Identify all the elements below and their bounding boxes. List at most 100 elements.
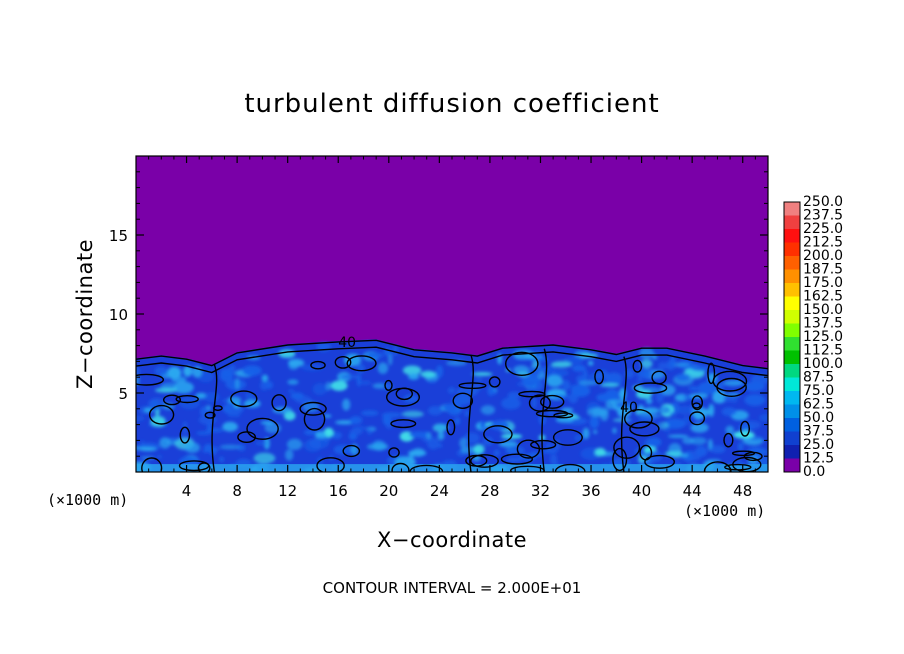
turbulence-blob bbox=[402, 410, 424, 418]
plume-contour bbox=[468, 354, 474, 472]
colorbar-label: 75.0 bbox=[803, 383, 834, 399]
contour-loop bbox=[552, 429, 583, 446]
contour-loop bbox=[553, 412, 574, 419]
contour-loop bbox=[651, 370, 667, 385]
contour-loop bbox=[740, 420, 751, 437]
turbulence-blob bbox=[159, 437, 171, 449]
turbulence-blob bbox=[664, 418, 686, 429]
turbulence-blob bbox=[744, 394, 766, 406]
contour-loop bbox=[388, 447, 400, 458]
colorbar: 250.0237.5225.0212.5200.0187.5175.0162.5… bbox=[783, 194, 843, 480]
colorbar-swatch bbox=[784, 269, 800, 284]
colorbar-swatch bbox=[784, 337, 800, 351]
contour-loop bbox=[691, 395, 704, 411]
turbulence-blob bbox=[366, 443, 389, 451]
turbulence-blob bbox=[659, 405, 671, 415]
turbulence-blob bbox=[471, 372, 493, 376]
contour-loop bbox=[310, 360, 326, 370]
turbulence-blob bbox=[207, 421, 212, 435]
contour-loop bbox=[594, 369, 604, 385]
colorbar-label: 200.0 bbox=[803, 248, 843, 264]
turbulence-blob bbox=[393, 345, 398, 357]
turbulence-blob bbox=[551, 369, 569, 377]
chart-title: turbulent diffusion coefficient bbox=[244, 89, 659, 119]
turbulence-blob bbox=[659, 384, 676, 396]
contour-loop bbox=[299, 401, 327, 416]
turbulence-blob bbox=[637, 404, 644, 411]
contour-loop bbox=[409, 464, 444, 472]
turbulence-blob bbox=[360, 410, 379, 416]
x-tick-label: 4 bbox=[182, 482, 192, 500]
turbulence-blob bbox=[605, 399, 617, 410]
contour-loop bbox=[530, 439, 557, 450]
turbulence-blob bbox=[136, 415, 145, 422]
contour-loop bbox=[346, 355, 377, 372]
colorbar-label: 212.5 bbox=[803, 235, 843, 251]
contour-loop bbox=[197, 462, 211, 472]
turbulence-blob bbox=[331, 431, 342, 440]
y-tick-label: 5 bbox=[118, 385, 128, 403]
turbulence-blob bbox=[655, 390, 664, 404]
turbulence-blob bbox=[541, 448, 558, 454]
turbulence-blob bbox=[636, 412, 651, 418]
turbulence-blob bbox=[295, 395, 312, 404]
colorbar-swatch bbox=[784, 391, 800, 405]
surface-band bbox=[136, 464, 768, 472]
turbulence-blob bbox=[350, 417, 358, 424]
x-tick-label: 8 bbox=[232, 482, 242, 500]
contour-interval-note: CONTOUR INTERVAL = 2.000E+01 bbox=[323, 579, 582, 597]
turbulence-blob bbox=[642, 368, 652, 380]
turbulence-blob bbox=[195, 392, 207, 399]
turbulence-blob bbox=[286, 438, 303, 450]
turbulence-blob bbox=[359, 380, 372, 385]
colorbar-label: 25.0 bbox=[803, 437, 834, 453]
contour-loop bbox=[689, 411, 706, 426]
x-tick-label: 12 bbox=[278, 482, 297, 500]
colorbar-swatch bbox=[784, 364, 800, 378]
y-tick-label: 15 bbox=[109, 227, 128, 245]
turbulence-blob bbox=[555, 416, 574, 423]
colorbar-swatch bbox=[784, 377, 800, 392]
x-tick-label: 32 bbox=[531, 482, 550, 500]
turbulence-blob bbox=[480, 405, 495, 415]
turbulence-blob bbox=[640, 359, 653, 369]
turbulence-blob bbox=[463, 432, 480, 444]
contour-loop bbox=[483, 425, 513, 444]
turbulence-blob bbox=[755, 456, 768, 467]
x-unit-right: (×1000 m) bbox=[684, 502, 765, 520]
turbulence-blob bbox=[678, 453, 689, 457]
contour-loop bbox=[504, 351, 539, 376]
plume-contour bbox=[541, 348, 548, 472]
turbulence-blob bbox=[156, 454, 163, 459]
colorbar-frame bbox=[783, 201, 801, 473]
turbulence-blob bbox=[571, 384, 591, 397]
contour-loop bbox=[179, 426, 191, 444]
y-ticks: 5 10 15 bbox=[109, 171, 768, 457]
turbulence-blob bbox=[443, 403, 459, 412]
turbulence-blob bbox=[184, 442, 200, 453]
turbulence-blob bbox=[377, 362, 389, 375]
contour-label: 40 bbox=[338, 335, 356, 351]
turbulence-blob bbox=[562, 379, 571, 391]
turbulence-blob bbox=[342, 398, 351, 411]
turbulence-blob bbox=[737, 442, 744, 452]
x-tick-label: 36 bbox=[581, 482, 600, 500]
contour-loop bbox=[395, 387, 413, 401]
colorbar-label: 237.5 bbox=[803, 208, 843, 224]
turbulence-blob bbox=[330, 380, 348, 391]
turbulence-blob bbox=[408, 373, 420, 380]
contour-loop bbox=[141, 457, 163, 472]
colorbar-label: 100.0 bbox=[803, 356, 843, 372]
turbulence-blob bbox=[255, 441, 268, 445]
turbulence-blob bbox=[222, 421, 238, 432]
turbulence-blob bbox=[283, 410, 296, 421]
colorbar-swatch bbox=[784, 431, 800, 446]
turbulence-blob bbox=[427, 437, 440, 450]
turbulence-blob bbox=[474, 378, 483, 382]
turbulence-blob bbox=[261, 374, 269, 382]
colorbar-label: 12.5 bbox=[803, 451, 834, 467]
turbulence-blob bbox=[136, 366, 140, 377]
turbulence-blob bbox=[285, 449, 294, 461]
turbulence-blob bbox=[657, 423, 665, 428]
turbulence-blob bbox=[612, 427, 617, 434]
